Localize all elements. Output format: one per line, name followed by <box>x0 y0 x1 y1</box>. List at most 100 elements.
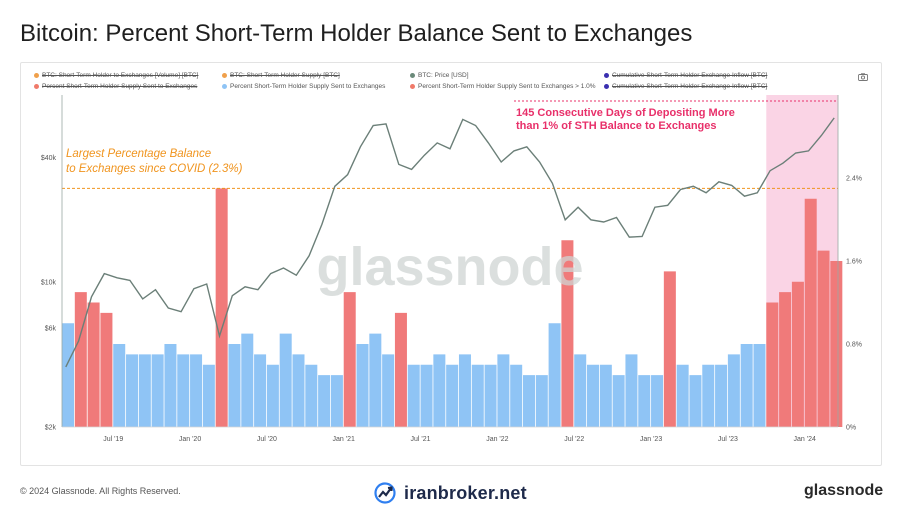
bar <box>305 364 318 427</box>
x-tick-label: Jul '20 <box>257 436 277 443</box>
bar <box>241 333 254 427</box>
bar <box>164 344 177 427</box>
bar <box>804 198 817 427</box>
legend-item[interactable]: BTC: Price [USD] <box>410 72 469 80</box>
y-left-tick-label: $40k <box>41 155 57 162</box>
bar <box>779 292 792 427</box>
bar <box>612 375 625 427</box>
bar <box>100 312 113 427</box>
bar <box>702 364 715 427</box>
x-tick-label: Jan '20 <box>179 436 201 443</box>
bar <box>113 344 126 427</box>
bar <box>202 364 215 427</box>
bar <box>740 344 753 427</box>
y-right-tick-label: 2.4% <box>846 176 862 183</box>
bar <box>266 364 279 427</box>
bar <box>407 364 420 427</box>
y-right-tick-label: 1.6% <box>846 259 862 266</box>
glassnode-logo: glassnode <box>804 482 884 499</box>
x-tick-label: Jul '22 <box>564 436 584 443</box>
bar <box>343 292 356 427</box>
bar <box>727 354 740 427</box>
watermark: glassnode <box>316 237 583 297</box>
bar <box>663 271 676 427</box>
legend-dot <box>222 72 227 78</box>
annotation-streak-line2: than 1% of STH Balance to Exchanges <box>516 120 717 132</box>
legend-label: BTC: Short-Term Holder Supply [BTC] <box>230 72 340 79</box>
bar <box>830 261 843 427</box>
y-right-tick-label: 0% <box>846 425 856 432</box>
page-title: Bitcoin: Percent Short-Term Holder Balan… <box>20 20 693 47</box>
x-tick-label: Jan '24 <box>794 436 816 443</box>
legend-item[interactable]: BTC: Short-Term Holder to Exchanges [Vol… <box>34 72 198 80</box>
bar <box>458 354 471 427</box>
bar <box>138 354 151 427</box>
camera-icon[interactable] <box>858 73 868 81</box>
bar <box>484 364 497 427</box>
legend-item[interactable]: BTC: Short-Term Holder Supply [BTC] <box>222 72 340 80</box>
bar <box>625 354 638 427</box>
bar <box>330 375 343 427</box>
bar <box>599 364 612 427</box>
legend-item[interactable]: Cumulative Short-Term Holder Exchange In… <box>604 72 767 80</box>
y-left-tick-label: $2k <box>45 425 57 432</box>
x-tick-label: Jan '21 <box>333 436 355 443</box>
footer-brand: iranbroker.net <box>374 480 527 506</box>
bar <box>638 375 651 427</box>
legend-dot <box>604 72 609 78</box>
legend-dot <box>222 83 227 89</box>
x-tick-label: Jul '21 <box>411 436 431 443</box>
legend-label: Percent Short-Term Holder Supply Sent to… <box>230 83 386 90</box>
legend-dot <box>34 72 39 78</box>
x-tick-label: Jan '22 <box>486 436 508 443</box>
y-right-tick-label: 0.8% <box>846 342 862 349</box>
copyright-text: © 2024 Glassnode. All Rights Reserved. <box>20 486 181 496</box>
legend-label: Percent Short-Term Holder Supply Sent to… <box>418 83 596 90</box>
bar-series <box>62 188 843 427</box>
bar <box>228 344 241 427</box>
bar <box>420 364 433 427</box>
bar <box>548 323 561 427</box>
x-tick-label: Jul '19 <box>103 436 123 443</box>
bar <box>356 344 369 427</box>
annotation-streak-line1: 145 Consecutive Days of Depositing More <box>516 107 735 119</box>
bar <box>279 333 292 427</box>
bar <box>715 364 728 427</box>
bar <box>369 333 382 427</box>
legend-item[interactable]: Percent Short-Term Holder Supply Sent to… <box>222 83 385 91</box>
legend-label: BTC: Short-Term Holder to Exchanges [Vol… <box>42 72 199 79</box>
bar <box>62 323 75 427</box>
annotation-covid-line1: Largest Percentage Balance <box>66 148 211 160</box>
x-tick-label: Jan '23 <box>640 436 662 443</box>
legend-label: Cumulative Short-Term Holder Exchange In… <box>612 72 768 79</box>
bar <box>87 302 100 427</box>
legend-dot <box>604 83 609 89</box>
bar <box>177 354 190 427</box>
price-line <box>65 117 835 368</box>
legend-label: BTC: Price [USD] <box>418 72 469 79</box>
bar <box>561 240 574 427</box>
bar <box>510 364 523 427</box>
x-tick-label: Jul '23 <box>718 436 738 443</box>
axes: $2k $6k $10k $40k 0% 0.8% 1.6% 2.4% Jul '19 Jan '… <box>41 95 862 443</box>
legend-label: Cumulative Short-Term Holder Exchange In… <box>612 83 768 90</box>
bar <box>74 292 87 427</box>
chart-legend: BTC: Short-Term Holder to Exchanges [Vol… <box>34 70 834 96</box>
chart-trend-icon <box>374 482 396 504</box>
legend-item[interactable]: Percent Short-Term Holder Supply Sent to… <box>410 83 596 91</box>
bar <box>587 364 600 427</box>
bar <box>151 354 164 427</box>
legend-item[interactable]: Cumulative Short-Term Holder Exchange In… <box>604 83 767 91</box>
legend-item[interactable]: Percent Short-Term Holder Supply Sent to… <box>34 83 197 91</box>
legend-dot <box>410 83 415 89</box>
bar <box>497 354 510 427</box>
bar <box>215 188 228 427</box>
legend-dot <box>34 83 39 89</box>
bar <box>689 375 702 427</box>
bar <box>471 364 484 427</box>
bar <box>535 375 548 427</box>
bar <box>433 354 446 427</box>
bar <box>766 302 779 427</box>
bar <box>791 281 804 427</box>
